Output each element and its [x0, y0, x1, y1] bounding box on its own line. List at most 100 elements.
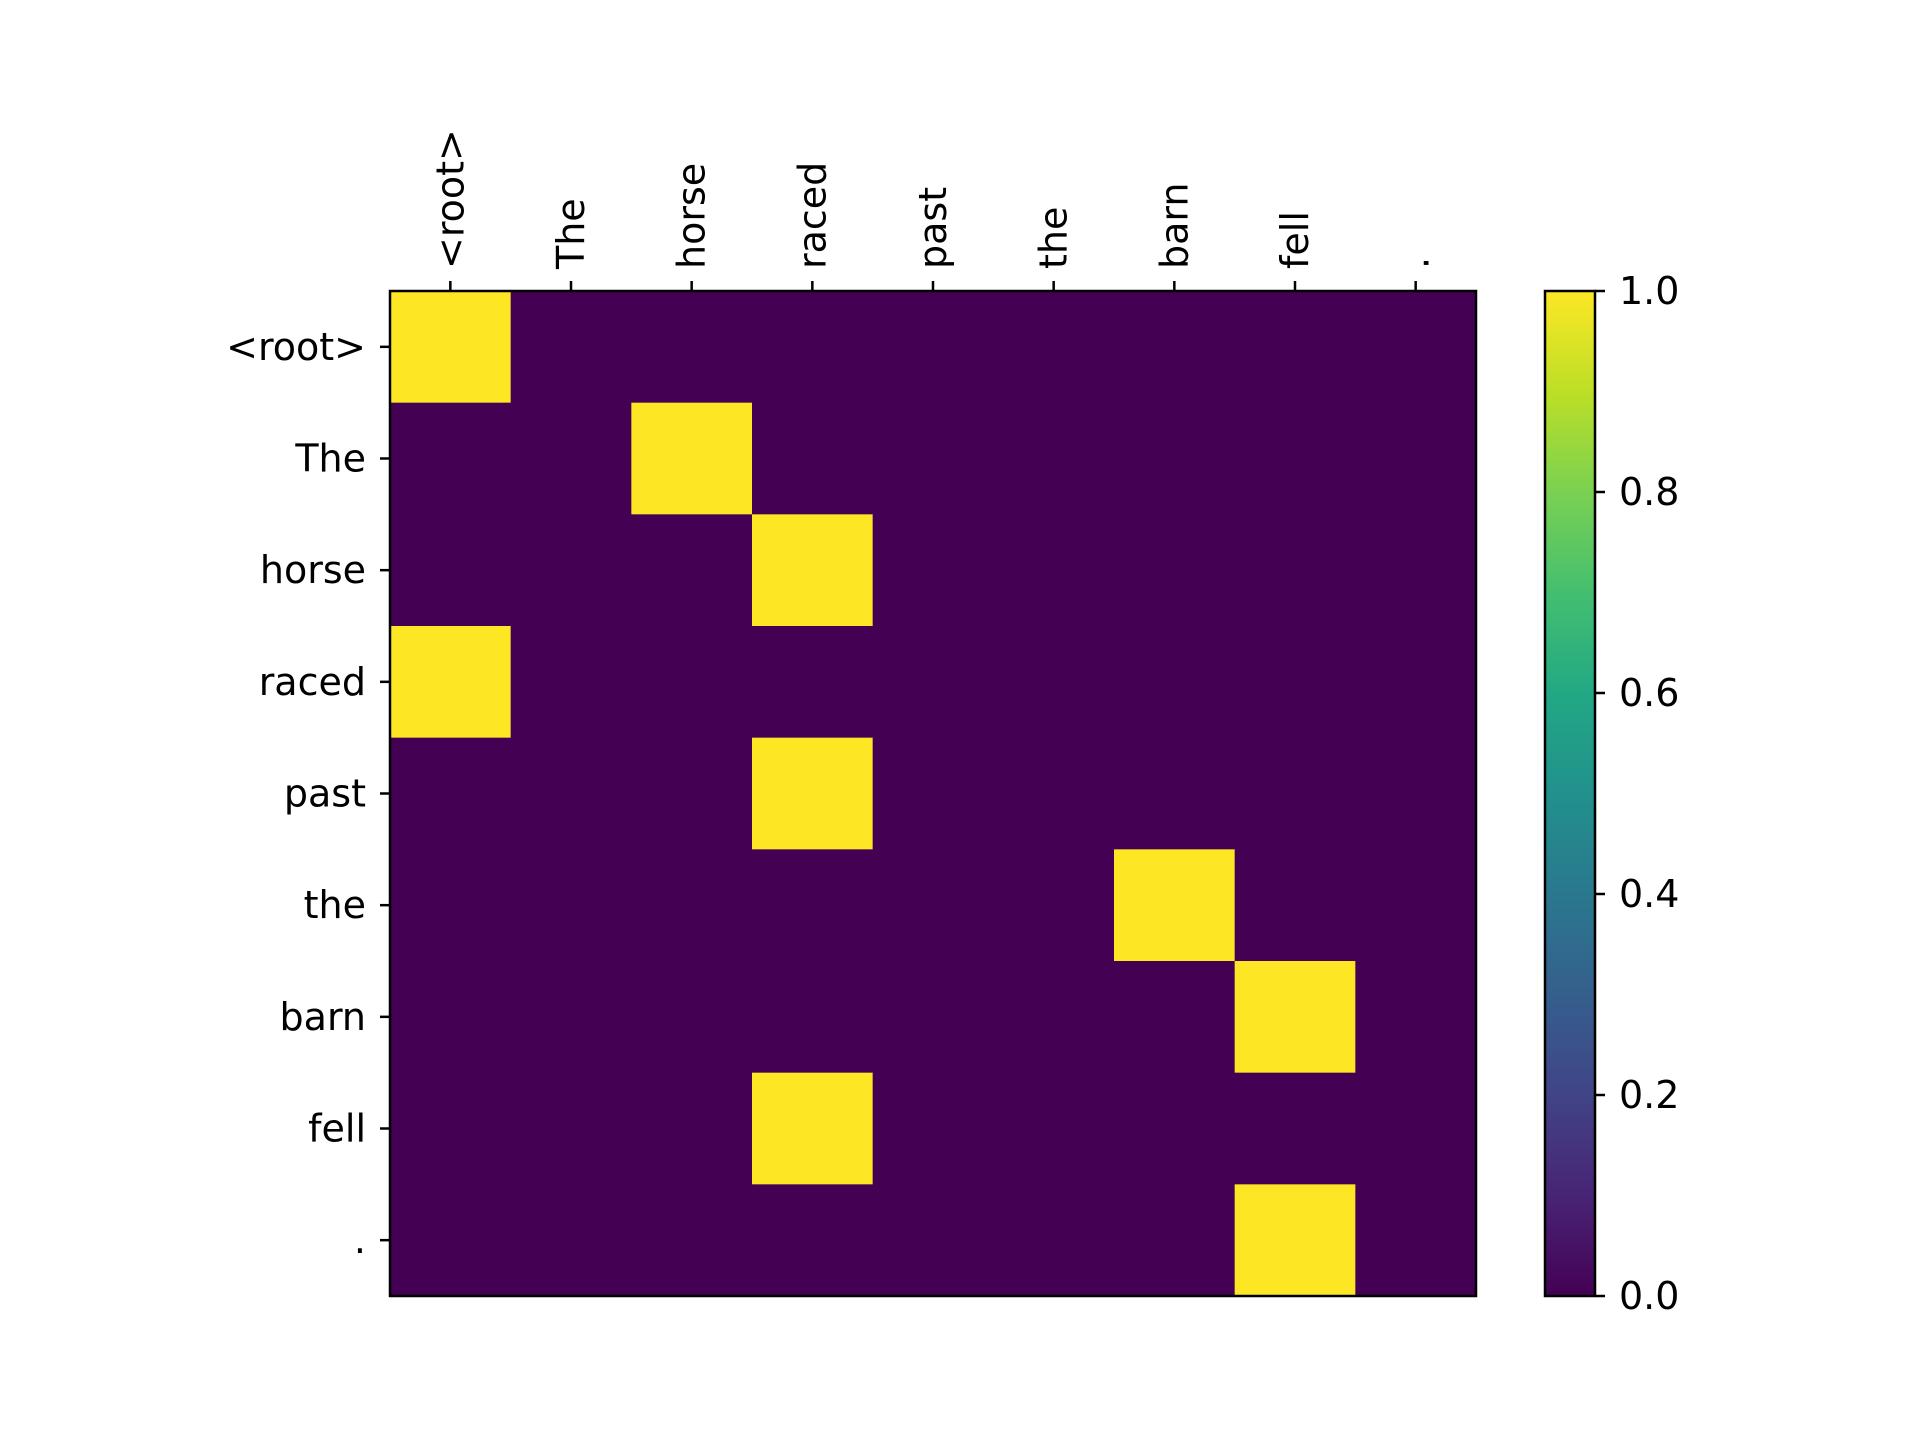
heatmap-cell [390, 1184, 512, 1297]
y-tick-label: <root> [226, 325, 366, 369]
heatmap-cell [1114, 626, 1236, 739]
x-tick-label: <root> [428, 129, 472, 269]
heatmap-cell [872, 737, 994, 850]
heatmap-cell [872, 402, 994, 515]
heatmap-cell [1234, 1072, 1356, 1185]
heatmap-cell [752, 291, 874, 404]
heatmap-cell [510, 626, 632, 739]
x-tick-label: . [1394, 257, 1438, 269]
heatmap-cell [1114, 849, 1236, 962]
heatmap-cell [510, 514, 632, 627]
heatmap-cell [390, 514, 512, 627]
heatmap-cell [1234, 514, 1356, 627]
heatmap-cell [510, 1072, 632, 1185]
colorbar-tick-label: 0.6 [1619, 671, 1679, 715]
colorbar: 0.0 0.2 0.4 0.6 0.8 1.0 [1543, 269, 1679, 1318]
heatmap-cell [510, 961, 632, 1074]
heatmap-cell [390, 291, 512, 404]
heatmap-cell [1234, 737, 1356, 850]
plot-frame [388, 289, 1478, 1298]
y-tick-label: fell [308, 1107, 366, 1151]
heatmap-cell [390, 961, 512, 1074]
heatmap-cell [752, 737, 874, 850]
heatmap-cell [510, 737, 632, 850]
heatmap-cell [390, 626, 512, 739]
heatmap-cell [1114, 514, 1236, 627]
heatmap-cell [631, 849, 753, 962]
x-axis-ticks: <root> The horse raced past the barn fell. [428, 129, 1438, 291]
heatmap-cell [390, 849, 512, 962]
heatmap-cell [510, 849, 632, 962]
heatmap-cell [1355, 849, 1477, 962]
heatmap-cell [510, 1184, 632, 1297]
heatmap-cell [752, 1072, 874, 1185]
heatmap-cell [631, 1184, 753, 1297]
heatmap-cell [993, 1072, 1115, 1185]
heatmap-cell [1355, 737, 1477, 850]
colorbar-tick-label: 0.8 [1619, 470, 1679, 514]
y-tick-label: The [294, 437, 366, 481]
heatmap-cell [752, 514, 874, 627]
x-tick-label: barn [1152, 183, 1196, 269]
heatmap-cell [1114, 402, 1236, 515]
heatmap-cell [631, 402, 753, 515]
heatmap-cell [1234, 402, 1356, 515]
heatmap-cell [993, 737, 1115, 850]
heatmap-cell [1234, 291, 1356, 404]
heatmap-cell [1234, 626, 1356, 739]
colorbar-tick-label: 0.0 [1619, 1274, 1679, 1318]
y-tick-label: . [354, 1218, 366, 1262]
colorbar-frame [1543, 289, 1597, 1298]
y-tick-label: past [284, 772, 366, 816]
heatmap-cell [1355, 961, 1477, 1074]
heatmap-cell [390, 737, 512, 850]
heatmap-cell [872, 1072, 994, 1185]
heatmap-cell [631, 961, 753, 1074]
y-tick-label: raced [259, 660, 366, 704]
heatmap-cell [1114, 1184, 1236, 1297]
heatmap-cell [993, 626, 1115, 739]
heatmap-cell [1234, 1184, 1356, 1297]
heatmap-cell [631, 626, 753, 739]
x-tick-label: horse [670, 163, 714, 269]
x-tick-label: past [911, 187, 955, 269]
heatmap-cell [1355, 402, 1477, 515]
heatmap-cell [510, 291, 632, 404]
heatmap-cell [872, 514, 994, 627]
heatmap-cell [993, 849, 1115, 962]
heatmap-cell [390, 1072, 512, 1185]
x-tick-label: fell [1273, 211, 1317, 269]
heatmap-cell [1355, 514, 1477, 627]
heatmap-cell [1114, 1072, 1236, 1185]
x-tick-label: the [1032, 207, 1076, 269]
heatmap-cell [993, 402, 1115, 515]
heatmap-cell [1114, 291, 1236, 404]
heatmap-cell [993, 961, 1115, 1074]
heatmap-cell [993, 514, 1115, 627]
heatmap-cell [752, 849, 874, 962]
colorbar-tick-label: 0.4 [1619, 872, 1679, 916]
heatmap-cell [631, 737, 753, 850]
colorbar-tick-label: 1.0 [1619, 269, 1679, 313]
colorbar-gradient [1545, 291, 1595, 1296]
heatmap-cell [872, 626, 994, 739]
heatmap-cell [510, 402, 632, 515]
y-tick-label: horse [260, 548, 366, 592]
heatmap-cell [752, 961, 874, 1074]
heatmap-cell [631, 1072, 753, 1185]
heatmap-cell [631, 514, 753, 627]
y-tick-label: the [304, 883, 366, 927]
heatmap-cell [631, 291, 753, 404]
x-tick-label: The [549, 198, 593, 270]
heatmap-cell [993, 1184, 1115, 1297]
heatmap-cell [752, 1184, 874, 1297]
heatmap-cell [390, 402, 512, 515]
heatmap-cell [872, 291, 994, 404]
heatmap-cell [1355, 1072, 1477, 1185]
y-tick-label: barn [280, 995, 366, 1039]
heatmap-cell [1234, 849, 1356, 962]
heatmap-cell [1355, 1184, 1477, 1297]
colorbar-tick-label: 0.2 [1619, 1073, 1679, 1117]
heatmap-cell [1355, 291, 1477, 404]
